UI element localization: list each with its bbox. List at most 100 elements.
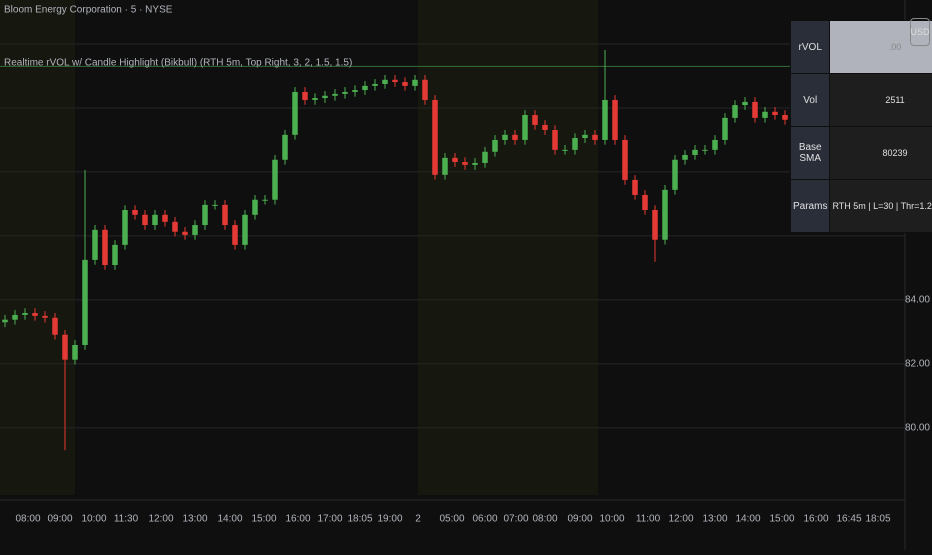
candle-body <box>422 80 428 100</box>
candle-body <box>642 195 648 210</box>
candle-body <box>612 100 618 140</box>
x-tick-label: 05:00 <box>439 514 464 525</box>
candle-body <box>412 80 418 86</box>
candle-body <box>82 260 88 345</box>
candle-body <box>322 96 328 98</box>
candle-body <box>712 140 718 150</box>
candle-body <box>312 98 318 100</box>
candle-body <box>22 313 28 315</box>
x-tick-label: 2 <box>415 514 421 525</box>
candle-body <box>92 230 98 260</box>
x-tick-label: 11:30 <box>114 514 139 525</box>
candle-body <box>262 200 268 201</box>
x-tick-label: 18:05 <box>865 514 890 525</box>
currency-button[interactable]: USD <box>910 18 930 46</box>
x-tick-label: 08:00 <box>532 514 557 525</box>
x-tick-label: 13:00 <box>702 514 727 525</box>
candle-body <box>242 215 248 245</box>
candle-body <box>152 215 158 225</box>
candle-body <box>512 135 518 140</box>
table-key: Vol <box>791 74 830 127</box>
candle-body <box>732 105 738 118</box>
x-tick-label: 16:45 <box>836 514 861 525</box>
candle-body <box>542 125 548 130</box>
candle-body <box>172 222 178 232</box>
x-tick-label: 18:05 <box>347 514 372 525</box>
candle-body <box>432 100 438 175</box>
candle-body <box>452 158 458 162</box>
candle-body <box>132 210 138 215</box>
candle-body <box>62 335 68 360</box>
x-tick-label: 16:00 <box>285 514 310 525</box>
candle-body <box>382 80 388 84</box>
y-tick-label: 82.00 <box>905 358 930 369</box>
table-value: 2511 <box>830 74 932 127</box>
candle-body <box>702 150 708 151</box>
x-tick-label: 10:00 <box>81 514 106 525</box>
candle-body <box>672 160 678 190</box>
candle-body <box>212 205 218 206</box>
candle-body <box>602 100 608 140</box>
candle-body <box>202 205 208 225</box>
table-key: Base SMA <box>791 127 830 180</box>
candle-body <box>12 315 18 320</box>
y-tick-label: 80.00 <box>905 422 930 433</box>
x-tick-label: 08:00 <box>15 514 40 525</box>
candle-body <box>442 158 448 175</box>
extended-session-shade <box>0 0 75 495</box>
indicator-title: Realtime rVOL w/ Candle Highlight (Bikbu… <box>4 58 352 69</box>
candle-body <box>222 205 228 225</box>
candle-body <box>142 215 148 225</box>
x-tick-label: 12:00 <box>668 514 693 525</box>
x-tick-label: 10:00 <box>599 514 624 525</box>
table-key: Params <box>791 180 830 233</box>
x-tick-label: 12:00 <box>148 514 173 525</box>
candle-body <box>742 102 748 105</box>
candle-body <box>552 130 558 150</box>
x-tick-label: 16:00 <box>803 514 828 525</box>
candle-body <box>752 102 758 118</box>
candle-body <box>472 163 478 165</box>
candle-body <box>622 140 628 180</box>
extended-session-shade <box>418 0 598 495</box>
candle-body <box>182 232 188 235</box>
candle-body <box>402 82 408 86</box>
candle-body <box>352 90 358 92</box>
candle-body <box>532 115 538 125</box>
candle-body <box>72 345 78 360</box>
candle-body <box>652 210 658 240</box>
candle-body <box>562 150 568 151</box>
candle-body <box>272 160 278 200</box>
candle-body <box>372 84 378 86</box>
y-tick-label: 84.00 <box>905 295 930 306</box>
table-key: rVOL <box>791 21 830 74</box>
candle-body <box>522 115 528 140</box>
candle-body <box>772 112 778 115</box>
candle-body <box>632 180 638 195</box>
candle-body <box>122 210 128 245</box>
x-tick-label: 15:00 <box>251 514 276 525</box>
candle-body <box>392 80 398 82</box>
candle-body <box>162 215 168 222</box>
candle-body <box>342 92 348 94</box>
x-tick-label: 19:00 <box>377 514 402 525</box>
candle-body <box>192 225 198 235</box>
x-tick-label: 14:00 <box>217 514 242 525</box>
candle-body <box>782 115 788 120</box>
x-tick-label: 11:00 <box>636 514 661 525</box>
candle-body <box>722 118 728 140</box>
candle-body <box>492 140 498 152</box>
candle-body <box>252 200 258 215</box>
candle-body <box>102 230 108 265</box>
candle-body <box>302 92 308 100</box>
candle-body <box>282 135 288 160</box>
candle-body <box>2 320 8 323</box>
x-tick-label: 17:00 <box>317 514 342 525</box>
candle-body <box>692 150 698 155</box>
